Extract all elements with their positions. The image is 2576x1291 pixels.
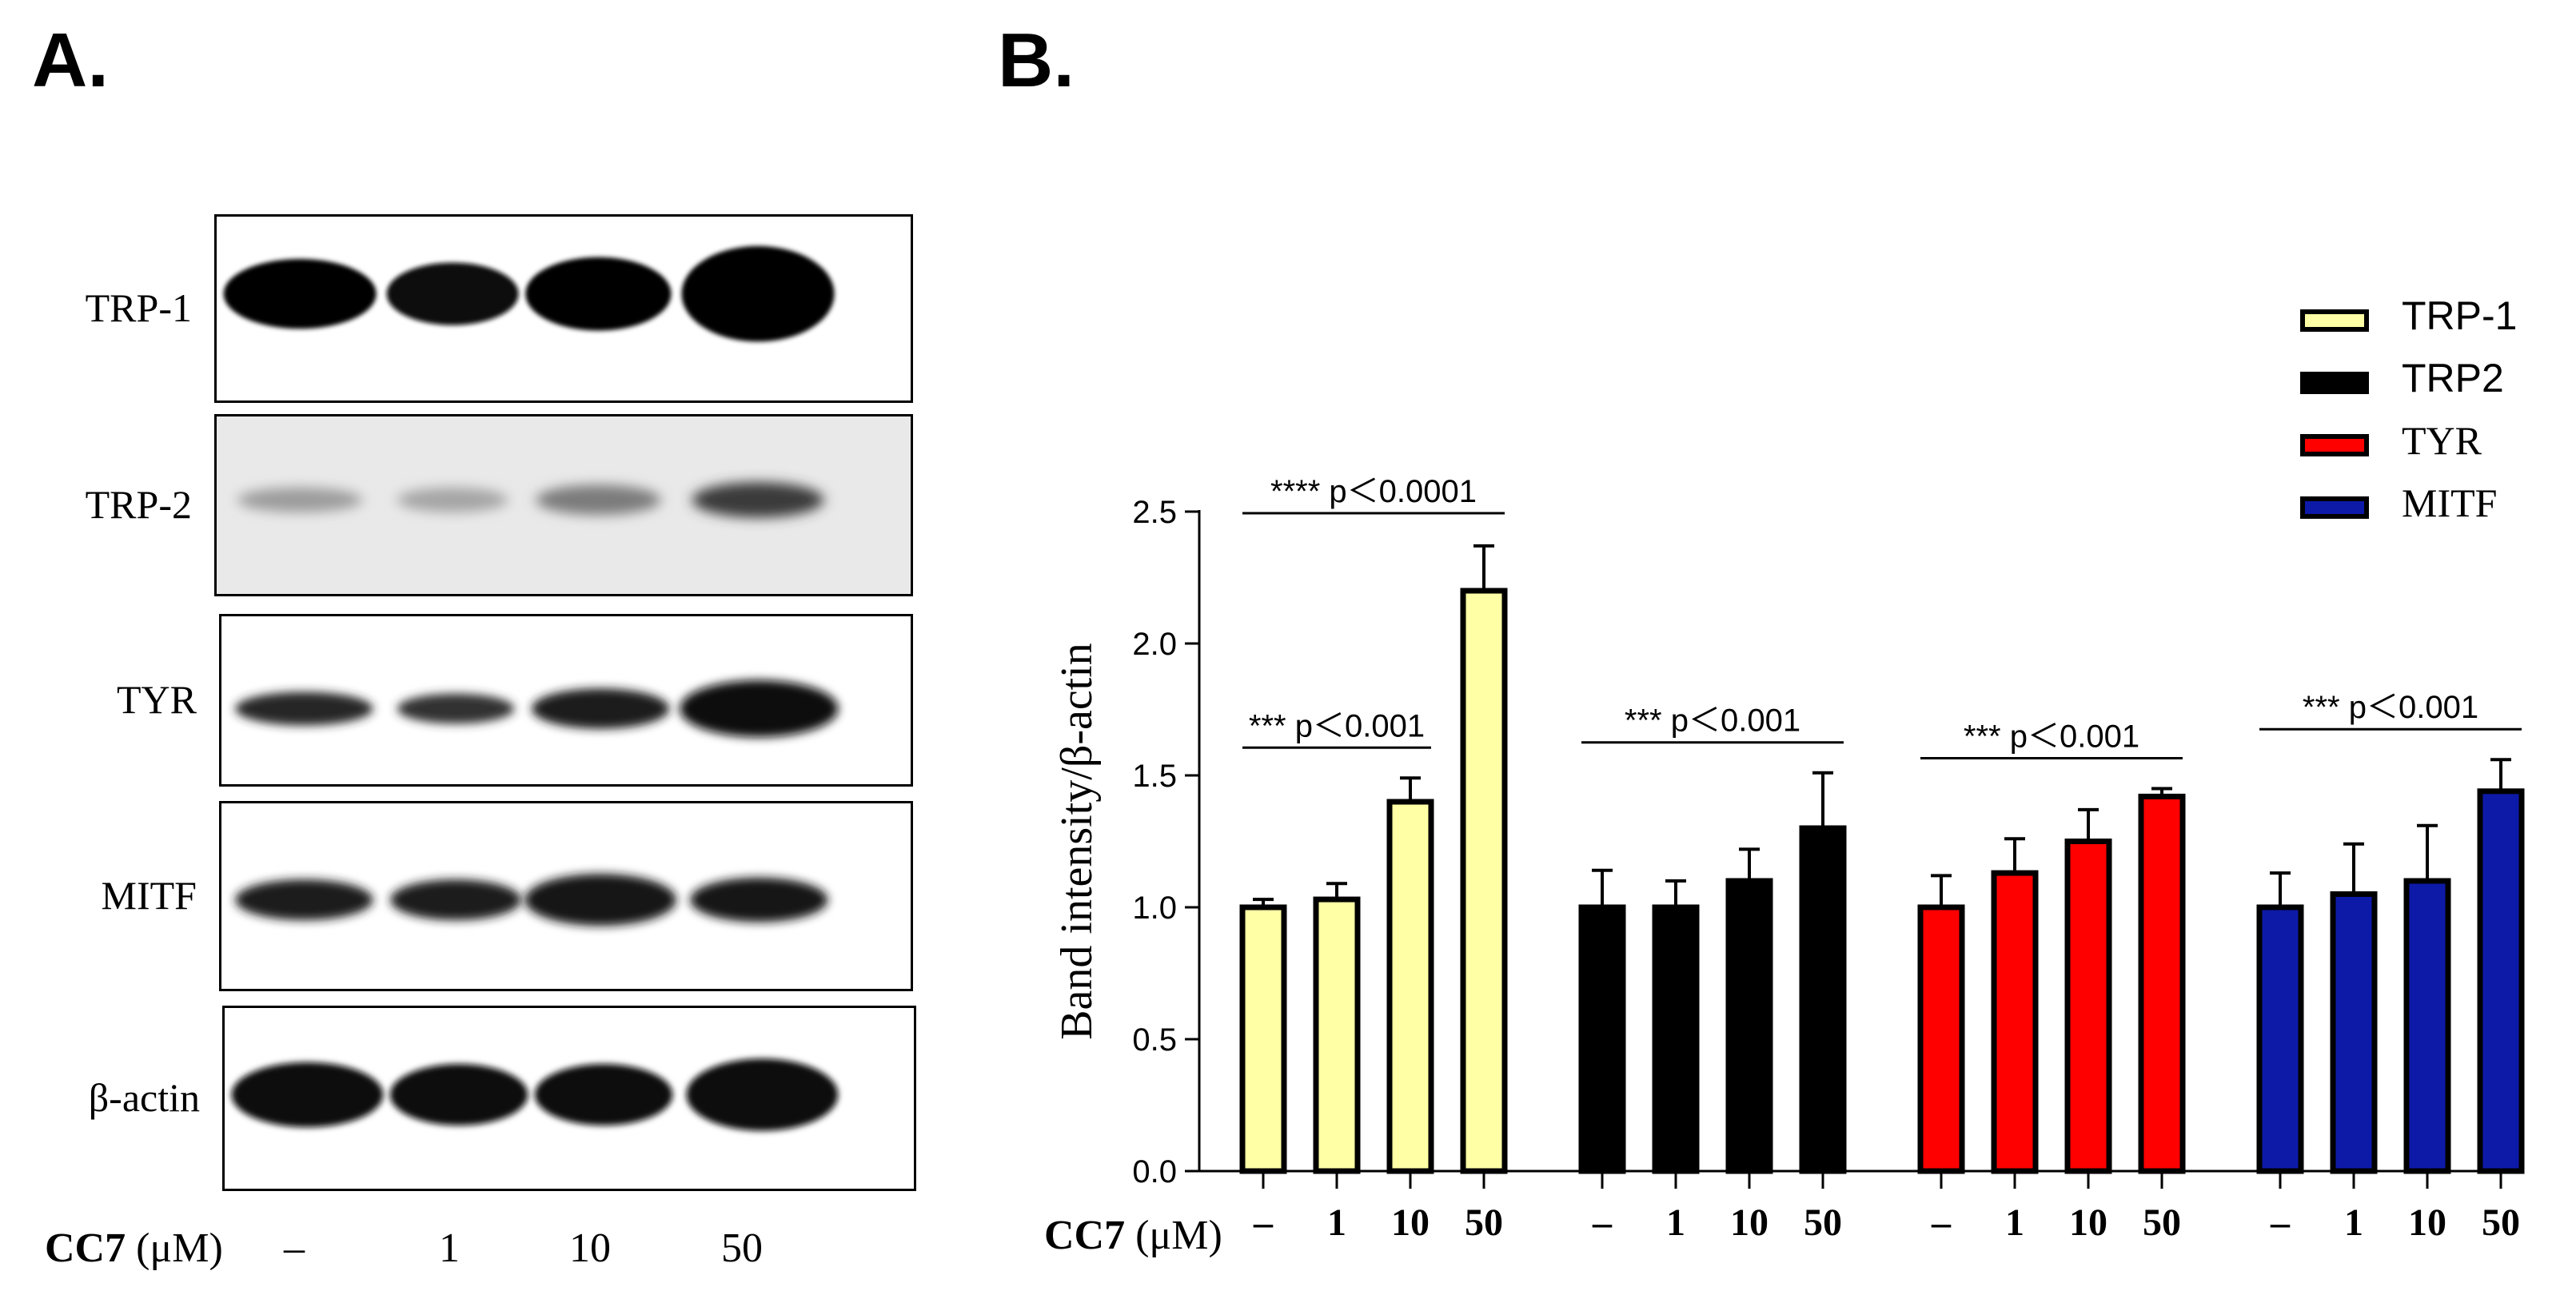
blot-band	[680, 679, 839, 738]
x-tick-label: 10	[2408, 1201, 2446, 1244]
blot-band	[524, 874, 676, 926]
bar-trp-1	[1460, 588, 1508, 1174]
bar-tyr	[1991, 870, 2039, 1174]
blot-row-label: TRP-1	[85, 285, 192, 330]
blot-band	[525, 257, 672, 331]
y-tick-label: 0.5	[1132, 1022, 1177, 1058]
x-tick-label: –	[2270, 1201, 2291, 1244]
bar-trp2	[1725, 878, 1773, 1174]
blot-lane-label: –	[284, 1225, 305, 1271]
blot-band	[397, 487, 508, 512]
blot-band	[389, 1064, 528, 1126]
x-tick-label: 50	[2482, 1201, 2520, 1244]
legend-swatch	[2300, 309, 2369, 332]
significance-label: *** p＜0.001	[1625, 703, 1800, 739]
blot-band	[531, 688, 670, 729]
bar-trp2	[1799, 825, 1847, 1174]
bar-trp-1	[1386, 799, 1434, 1174]
panel-a-treatment-label: CC7 (μM)	[45, 1225, 223, 1272]
bar-trp-1	[1239, 904, 1287, 1174]
bar-trp2	[1578, 904, 1626, 1174]
significance-label: *** p＜0.001	[1249, 708, 1425, 743]
band-intensity-bar-chart: 0.0 0.5 1.0 1.5 2.0 2.5 Band intensity/β-actin…	[1052, 293, 2525, 1244]
blot-lane-label: 50	[721, 1225, 763, 1271]
x-tick-label: 1	[2005, 1201, 2024, 1244]
blot-band	[386, 262, 519, 325]
x-tick-label: 10	[1391, 1201, 1430, 1244]
x-tick-label: 50	[1465, 1201, 1503, 1244]
blot-membrane	[219, 801, 913, 991]
bar-tyr	[2064, 839, 2112, 1174]
blot-band	[223, 258, 377, 329]
panel-b-letter: B.	[998, 18, 1075, 103]
legend-label: TYR	[2402, 418, 2482, 463]
significance-label: *** p＜0.001	[1964, 719, 2139, 755]
legend-swatch	[2300, 434, 2369, 456]
x-tick-label: 50	[2143, 1201, 2181, 1244]
bar-mitf	[2330, 891, 2378, 1174]
legend-label: MITF	[2402, 480, 2497, 525]
blot-membrane	[214, 214, 913, 403]
legend-swatch	[2300, 372, 2369, 394]
blot-row-label: TRP-2	[85, 482, 192, 527]
blot-band	[681, 245, 835, 342]
blot-row-label: MITF	[101, 873, 197, 918]
x-tick-label: –	[1931, 1201, 1952, 1244]
blot-lane-label: 1	[439, 1225, 460, 1271]
blot-row-label: TYR	[117, 677, 197, 722]
blot-band	[397, 693, 515, 724]
y-tick-label: 1.5	[1132, 759, 1177, 794]
panel-b-treatment-name: CC7	[1044, 1213, 1126, 1258]
x-tick-label: 50	[1804, 1201, 1842, 1244]
x-tick-label: –	[1253, 1201, 1274, 1244]
blot-band	[536, 484, 661, 516]
blot-band	[235, 879, 373, 921]
y-tick-label: 0.0	[1132, 1154, 1177, 1189]
blot-lane-label: 10	[569, 1225, 611, 1271]
blot-band	[690, 877, 828, 922]
panel-a-letter: A.	[32, 18, 109, 103]
panel-b-treatment-label: CC7 (μM)	[1044, 1212, 1222, 1259]
blot-band	[390, 879, 521, 921]
x-tick-label: 10	[1730, 1201, 1769, 1244]
blot-band	[686, 1058, 839, 1131]
x-tick-label: 1	[2344, 1201, 2363, 1244]
y-tick-label: 2.0	[1132, 627, 1177, 662]
blot-membrane	[222, 1006, 916, 1191]
blot-membrane	[219, 614, 913, 787]
significance-label: **** p＜0.0001	[1270, 474, 1477, 509]
blot-band	[237, 487, 363, 512]
blot-band	[692, 482, 824, 518]
bar-tyr	[1917, 904, 1965, 1174]
bar-tyr	[2138, 793, 2186, 1174]
blot-band	[231, 1062, 384, 1128]
panel-a-treatment-unit: (μM)	[136, 1225, 223, 1271]
significance-label: *** p＜0.001	[2303, 690, 2478, 725]
panel-b-treatment-unit: (μM)	[1135, 1213, 1222, 1258]
blot-membrane	[214, 414, 913, 596]
bar-mitf	[2477, 788, 2525, 1174]
y-axis-label: Band intensity/β-actin	[1052, 643, 1102, 1040]
legend-label: TRP-1	[2402, 293, 2517, 338]
x-tick-label: –	[1592, 1201, 1613, 1244]
blot-row-label: β-actin	[88, 1075, 200, 1120]
legend-label: TRP2	[2402, 356, 2504, 400]
blot-band	[235, 691, 373, 726]
x-tick-label: 1	[1327, 1201, 1346, 1244]
bar-trp2	[1652, 904, 1700, 1174]
y-tick-label: 2.5	[1132, 495, 1177, 530]
x-tick-label: 10	[2069, 1201, 2107, 1244]
panel-a-treatment-name: CC7	[45, 1225, 126, 1271]
bar-mitf	[2403, 878, 2451, 1174]
blot-band	[534, 1064, 673, 1126]
x-tick-label: 1	[1666, 1201, 1685, 1244]
bar-trp-1	[1313, 896, 1361, 1174]
legend-swatch	[2300, 496, 2369, 519]
bar-mitf	[2256, 904, 2304, 1174]
y-tick-label: 1.0	[1132, 891, 1177, 926]
